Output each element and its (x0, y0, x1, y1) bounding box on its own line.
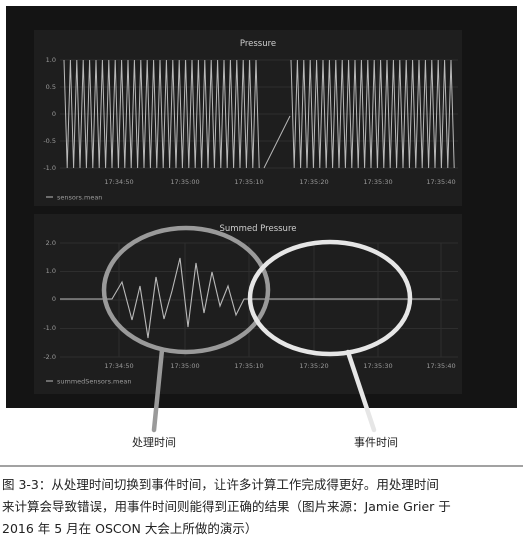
pressure-legend: sensors.mean (57, 194, 102, 202)
summed-pressure-signal (60, 257, 440, 339)
x-tick-label: 17:35:10 (234, 362, 263, 370)
figure-caption: 图 3-3：从处理时间切换到事件时间，让许多计算工作完成得更好。用处理时间 来计… (2, 474, 521, 540)
processing-time-ellipse (101, 225, 271, 355)
x-tick-label: 17:35:20 (299, 178, 328, 186)
caption-line: 来计算会导致错误，用事件时间则能得到正确的结果（图片来源：Jamie Grier… (2, 499, 451, 514)
y-tick-label: 0 (52, 295, 56, 303)
pressure-y-ticks: 1.0 0.5 0 -0.5 -1.0 (43, 56, 56, 172)
summed-pressure-x-ticks: 17:34:50 17:35:00 17:35:10 17:35:20 17:3… (104, 362, 455, 370)
y-tick-label: 0.5 (46, 83, 56, 91)
y-tick-label: 0 (52, 110, 56, 118)
event-time-label: 事件时间 (354, 436, 398, 449)
y-tick-label: 1.0 (46, 56, 56, 64)
x-tick-label: 17:35:40 (426, 178, 455, 186)
summed-pressure-y-ticks: 2.0 1.0 0 -1.0 -2.0 (43, 239, 56, 361)
y-tick-label: 2.0 (46, 239, 56, 247)
y-tick-label: -1.0 (43, 324, 56, 332)
caption-line: 2016 年 5 月在 OSCON 大会上所做的演示） (2, 521, 258, 536)
y-tick-label: -2.0 (43, 353, 56, 361)
event-time-ellipse (247, 239, 413, 357)
x-tick-label: 17:35:00 (170, 362, 199, 370)
x-tick-label: 17:34:50 (104, 362, 133, 370)
processing-time-annotation (101, 225, 271, 433)
event-time-annotation (247, 239, 413, 433)
x-tick-label: 17:35:10 (234, 178, 263, 186)
event-time-pointer (345, 349, 377, 433)
pressure-gap-line (263, 115, 291, 169)
summed-pressure-legend: summedSensors.mean (57, 378, 131, 386)
x-tick-label: 17:35:30 (363, 362, 392, 370)
pressure-wave-segment (63, 59, 260, 169)
pressure-signal (63, 59, 455, 169)
y-tick-label: -1.0 (43, 164, 56, 172)
processing-time-pointer (151, 347, 165, 433)
summed-pressure-panel: Summed Pressure 2.0 1.0 0 -1.0 -2.0 17:3… (34, 214, 462, 394)
pressure-panel: Pressure 1.0 0.5 0 -0.5 -1.0 17:34:50 17… (34, 30, 462, 206)
y-tick-label: 1.0 (46, 267, 56, 275)
pressure-x-ticks: 17:34:50 17:35:00 17:35:10 17:35:20 17:3… (104, 178, 455, 186)
pressure-wave-segment (290, 59, 455, 169)
summed-pressure-title: Summed Pressure (220, 224, 297, 234)
caption-line: 图 3-3：从处理时间切换到事件时间，让许多计算工作完成得更好。用处理时间 (2, 477, 439, 492)
processing-time-label: 处理时间 (132, 436, 176, 449)
x-tick-label: 17:35:20 (299, 362, 328, 370)
dashboard-screenshot: Pressure 1.0 0.5 0 -0.5 -1.0 17:34:50 17… (0, 6, 523, 467)
x-tick-label: 17:34:50 (104, 178, 133, 186)
y-tick-label: -0.5 (43, 137, 56, 145)
x-tick-label: 17:35:30 (363, 178, 392, 186)
x-tick-label: 17:35:00 (170, 178, 199, 186)
pressure-panel-title: Pressure (240, 39, 276, 49)
x-tick-label: 17:35:40 (426, 362, 455, 370)
